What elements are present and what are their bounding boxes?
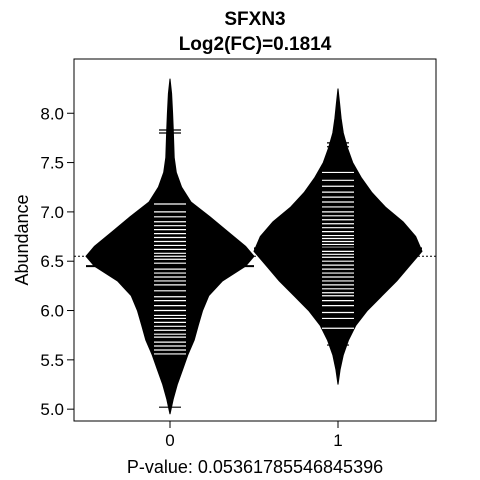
beans-layer bbox=[74, 78, 436, 415]
x-tick-label: 1 bbox=[333, 431, 342, 450]
y-tick-label: 8.0 bbox=[40, 104, 64, 123]
plot-frame bbox=[73, 58, 437, 422]
x-tick-label: 0 bbox=[165, 431, 174, 450]
bean-shape-group-0 bbox=[85, 78, 255, 415]
chart-subtitle: Log2(FC)=0.1814 bbox=[179, 34, 332, 55]
y-tick-label: 6.0 bbox=[40, 302, 64, 321]
y-tick-label: 7.5 bbox=[40, 154, 64, 173]
y-tick-label: 5.5 bbox=[40, 351, 64, 370]
bean-shape-group-1 bbox=[253, 88, 423, 385]
y-tick-label: 5.0 bbox=[40, 400, 64, 419]
y-tick-label: 6.5 bbox=[40, 252, 64, 271]
y-axis: 5.0 5.5 6.0 6.5 7.0 7.5 8.0 bbox=[40, 104, 74, 419]
x-axis-label: P-value: 0.0536178554684539​6 bbox=[127, 457, 383, 477]
y-tick-label: 7.0 bbox=[40, 203, 64, 222]
y-axis-label: Abundance bbox=[12, 194, 32, 285]
chart-title: SFXN3 bbox=[224, 9, 285, 30]
